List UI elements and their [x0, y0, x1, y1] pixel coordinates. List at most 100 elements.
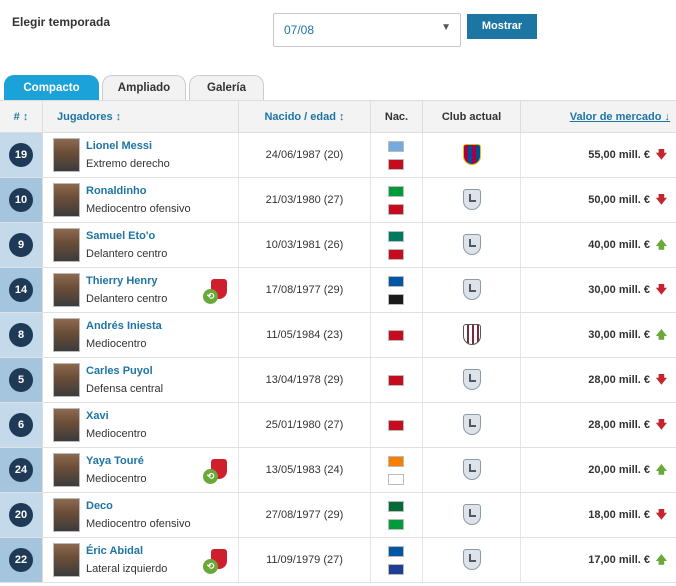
column-market-value[interactable]: Valor de mercado ↓	[569, 111, 670, 123]
table-row: 9 Samuel Eto'o Delantero centro 10/03/19…	[0, 223, 676, 268]
player-position: Mediocentro	[86, 428, 147, 440]
chevron-down-icon: ▼	[441, 22, 451, 33]
season-select-value: 07/08	[284, 23, 315, 37]
nationality-cell	[371, 268, 423, 312]
market-value: 28,00 mill. €	[588, 374, 650, 386]
nationality-flag-icon	[388, 501, 404, 512]
table-row: 6 Xavi Mediocentro 25/01/1980 (27) 28,00…	[0, 403, 676, 448]
shirt-number-cell: 5	[0, 358, 43, 402]
market-value: 40,00 mill. €	[588, 239, 650, 251]
club-crest-icon[interactable]	[463, 369, 481, 390]
nationality-flag-icon	[388, 420, 404, 431]
nationality-cell	[371, 313, 423, 357]
season-select[interactable]: 07/08 ▼	[273, 13, 461, 47]
player-cell: Lionel Messi Extremo derecho	[43, 133, 239, 177]
player-photo[interactable]	[53, 318, 80, 352]
tab-compacto[interactable]: Compacto	[4, 75, 99, 101]
show-button[interactable]: Mostrar	[467, 14, 537, 39]
table-header: # ↕ Jugadores ↕ Nacido / edad ↕ Nac. Clu…	[0, 100, 676, 133]
column-players[interactable]: Jugadores ↕	[43, 101, 239, 133]
player-photo[interactable]	[53, 543, 80, 577]
market-value: 28,00 mill. €	[588, 419, 650, 431]
club-crest-icon[interactable]	[463, 144, 481, 165]
shirt-number-cell: 14	[0, 268, 43, 312]
player-photo[interactable]	[53, 498, 80, 532]
shirt-number: 14	[9, 278, 33, 302]
player-photo[interactable]	[53, 273, 80, 307]
tab-ampliado[interactable]: Ampliado	[102, 75, 186, 101]
previous-club-icon[interactable]: ⟲	[203, 549, 229, 575]
arrow-down-icon: 🡇	[655, 374, 667, 386]
tab-galeria[interactable]: Galería	[189, 75, 264, 101]
player-name-link[interactable]: Ronaldinho	[86, 185, 147, 197]
shirt-number: 10	[9, 188, 33, 212]
nationality-flag-icon	[388, 276, 404, 287]
previous-club-icon[interactable]: ⟲	[203, 279, 229, 305]
player-name-link[interactable]: Samuel Eto'o	[86, 230, 156, 242]
previous-club-icon[interactable]: ⟲	[203, 459, 229, 485]
arrow-up-icon: 🡅	[655, 554, 667, 566]
table-body: 19 Lionel Messi Extremo derecho 24/06/19…	[0, 133, 676, 583]
player-photo[interactable]	[53, 363, 80, 397]
player-name-link[interactable]: Éric Abidal	[86, 545, 144, 557]
nationality-flag-icon	[388, 456, 404, 467]
market-value-cell: 40,00 mill. € 🡅	[521, 223, 676, 267]
market-value-cell: 55,00 mill. € 🡇	[521, 133, 676, 177]
market-value: 55,00 mill. €	[588, 149, 650, 161]
player-name-link[interactable]: Thierry Henry	[86, 275, 158, 287]
club-crest-icon[interactable]	[463, 414, 481, 435]
column-number[interactable]: # ↕	[0, 101, 43, 133]
table-row: 20 Deco Mediocentro ofensivo 27/08/1977 …	[0, 493, 676, 538]
return-arrow-icon: ⟲	[203, 469, 218, 484]
nationality-flag-icon	[388, 231, 404, 242]
player-name-link[interactable]: Xavi	[86, 410, 109, 422]
nationality-cell	[371, 403, 423, 447]
player-name-link[interactable]: Andrés Iniesta	[86, 320, 162, 332]
market-value-cell: 28,00 mill. € 🡇	[521, 403, 676, 447]
club-crest-icon[interactable]	[463, 279, 481, 300]
birth-date-age: 11/09/1979 (27)	[239, 538, 371, 582]
column-born[interactable]: Nacido / edad ↕	[239, 101, 371, 133]
market-value: 20,00 mill. €	[588, 464, 650, 476]
market-value: 30,00 mill. €	[588, 284, 650, 296]
current-club-cell	[423, 448, 521, 492]
club-crest-icon[interactable]	[463, 549, 481, 570]
player-name-link[interactable]: Deco	[86, 500, 113, 512]
player-photo[interactable]	[53, 228, 80, 262]
club-crest-icon[interactable]	[463, 234, 481, 255]
player-photo[interactable]	[53, 408, 80, 442]
nationality-flag-icon	[388, 186, 404, 197]
club-crest-icon[interactable]	[463, 459, 481, 480]
shirt-number: 20	[9, 503, 33, 527]
player-name-link[interactable]: Lionel Messi	[86, 140, 153, 152]
shirt-number-cell: 19	[0, 133, 43, 177]
return-arrow-icon: ⟲	[203, 289, 218, 304]
birth-date-age: 11/05/1984 (23)	[239, 313, 371, 357]
player-photo[interactable]	[53, 183, 80, 217]
player-photo[interactable]	[53, 138, 80, 172]
current-club-cell	[423, 538, 521, 582]
nationality-cell	[371, 538, 423, 582]
club-crest-icon[interactable]	[463, 324, 481, 345]
market-value-cell: 30,00 mill. € 🡅	[521, 313, 676, 357]
shirt-number-cell: 10	[0, 178, 43, 222]
club-crest-icon[interactable]	[463, 504, 481, 525]
current-club-cell	[423, 403, 521, 447]
current-club-cell	[423, 133, 521, 177]
shirt-number-cell: 9	[0, 223, 43, 267]
player-name-link[interactable]: Carles Puyol	[86, 365, 153, 377]
player-photo[interactable]	[53, 453, 80, 487]
shirt-number: 24	[9, 458, 33, 482]
birth-date-age: 13/04/1978 (29)	[239, 358, 371, 402]
shirt-number-cell: 24	[0, 448, 43, 492]
club-crest-icon[interactable]	[463, 189, 481, 210]
current-club-cell	[423, 493, 521, 537]
player-position: Defensa central	[86, 383, 164, 395]
market-value-cell: 50,00 mill. € 🡇	[521, 178, 676, 222]
column-nationality: Nac.	[371, 101, 423, 133]
player-name-link[interactable]: Yaya Touré	[86, 455, 144, 467]
nationality-cell	[371, 358, 423, 402]
table-row: 14 Thierry Henry Delantero centro ⟲ 17/0…	[0, 268, 676, 313]
market-value: 50,00 mill. €	[588, 194, 650, 206]
player-cell: Thierry Henry Delantero centro ⟲	[43, 268, 239, 312]
